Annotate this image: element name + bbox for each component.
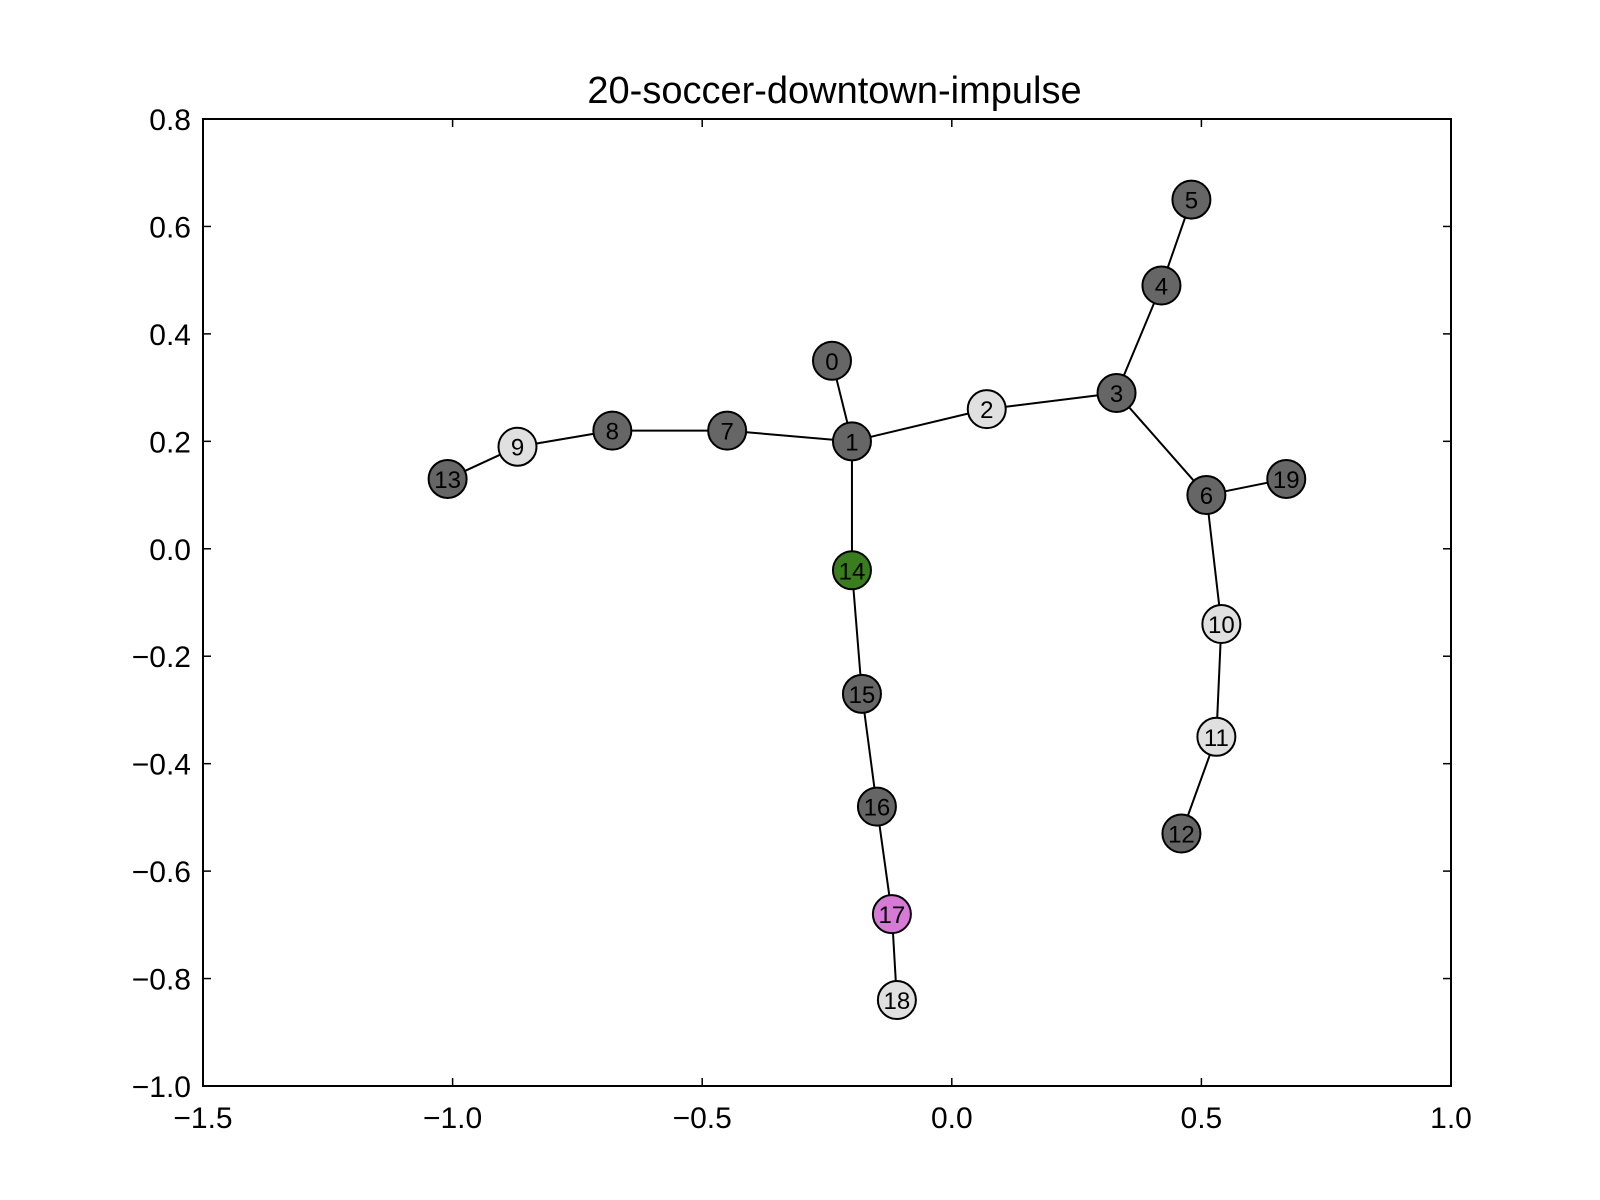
- axis-ticks: −1.5 −1.0 −0.5 0.0 0.5 1.00.80.60.40.20.0−0.2…: [132, 104, 1472, 1135]
- y-tick-label: −0.2: [132, 641, 191, 674]
- node-label: 4: [1155, 274, 1168, 301]
- graph-node: [1171, 179, 1212, 220]
- graph-node: [1161, 813, 1202, 854]
- graph-edge: [1115, 392, 1208, 496]
- x-tick-label: −1.5: [173, 1102, 232, 1135]
- graph-node: [811, 340, 852, 381]
- node-label: 3: [1110, 381, 1123, 408]
- x-tick-label: −1.0: [423, 1102, 482, 1135]
- node-label: 1: [845, 429, 858, 456]
- node-label: 16: [864, 795, 891, 822]
- node-label: 19: [1273, 467, 1300, 494]
- graph-node: [1266, 458, 1307, 499]
- graph-node: [1196, 716, 1237, 757]
- y-tick-label: −0.6: [132, 856, 191, 889]
- y-tick-label: 0.4: [149, 319, 191, 352]
- node-label: 6: [1200, 483, 1213, 510]
- graph-edges: [447, 199, 1287, 1001]
- graph-node: [1201, 603, 1242, 644]
- node-label: 18: [884, 988, 911, 1015]
- node-label: 17: [879, 902, 906, 929]
- x-tick-label: −0.5: [673, 1102, 732, 1135]
- node-label: 7: [720, 419, 733, 446]
- graph-node: [1186, 475, 1227, 516]
- x-tick-label: 1.0: [1430, 1102, 1472, 1135]
- node-label: 13: [434, 467, 461, 494]
- graph-node: [427, 458, 468, 499]
- plot-frame: [202, 118, 1452, 1087]
- node-label: 11: [1204, 725, 1229, 752]
- node-label: 9: [511, 435, 524, 462]
- y-tick-label: 0.2: [149, 426, 191, 459]
- y-tick-label: −0.8: [132, 964, 191, 997]
- graph-node: [707, 410, 748, 451]
- node-label: 0: [825, 349, 838, 376]
- chart-title: 20-soccer-downtown-impulse: [587, 70, 1082, 112]
- graph-node: [831, 421, 872, 462]
- y-tick-label: 0.6: [149, 211, 191, 244]
- node-label: 2: [980, 397, 993, 424]
- y-tick-label: −0.4: [132, 749, 191, 782]
- graph-node: [966, 389, 1007, 430]
- node-label: 14: [839, 558, 866, 585]
- graph-node: [856, 786, 897, 827]
- x-tick-label: 0.5: [1181, 1102, 1223, 1135]
- graph-edge: [851, 408, 987, 443]
- graph-node: [497, 426, 538, 467]
- graph-edge: [1205, 494, 1223, 625]
- y-tick-label: 0.8: [149, 104, 191, 137]
- graph-node: [1141, 265, 1182, 306]
- graph-node: [592, 410, 633, 451]
- y-tick-label: 0.0: [149, 534, 191, 567]
- graph-edge: [986, 391, 1117, 411]
- y-tick-label: −1.0: [132, 1071, 191, 1104]
- graph-edge: [727, 429, 853, 443]
- graph-node: [876, 980, 917, 1021]
- node-label: 5: [1185, 188, 1198, 215]
- graph-node: [871, 894, 912, 935]
- node-label: 12: [1168, 822, 1195, 849]
- node-label: 8: [606, 419, 619, 446]
- x-tick-label: 0.0: [931, 1102, 973, 1135]
- graph-edge: [850, 570, 863, 694]
- node-label: 15: [849, 682, 876, 709]
- graph-node: [831, 550, 872, 591]
- graph-node: [1096, 372, 1137, 413]
- node-label: 10: [1208, 612, 1235, 639]
- graph-node: [841, 673, 882, 714]
